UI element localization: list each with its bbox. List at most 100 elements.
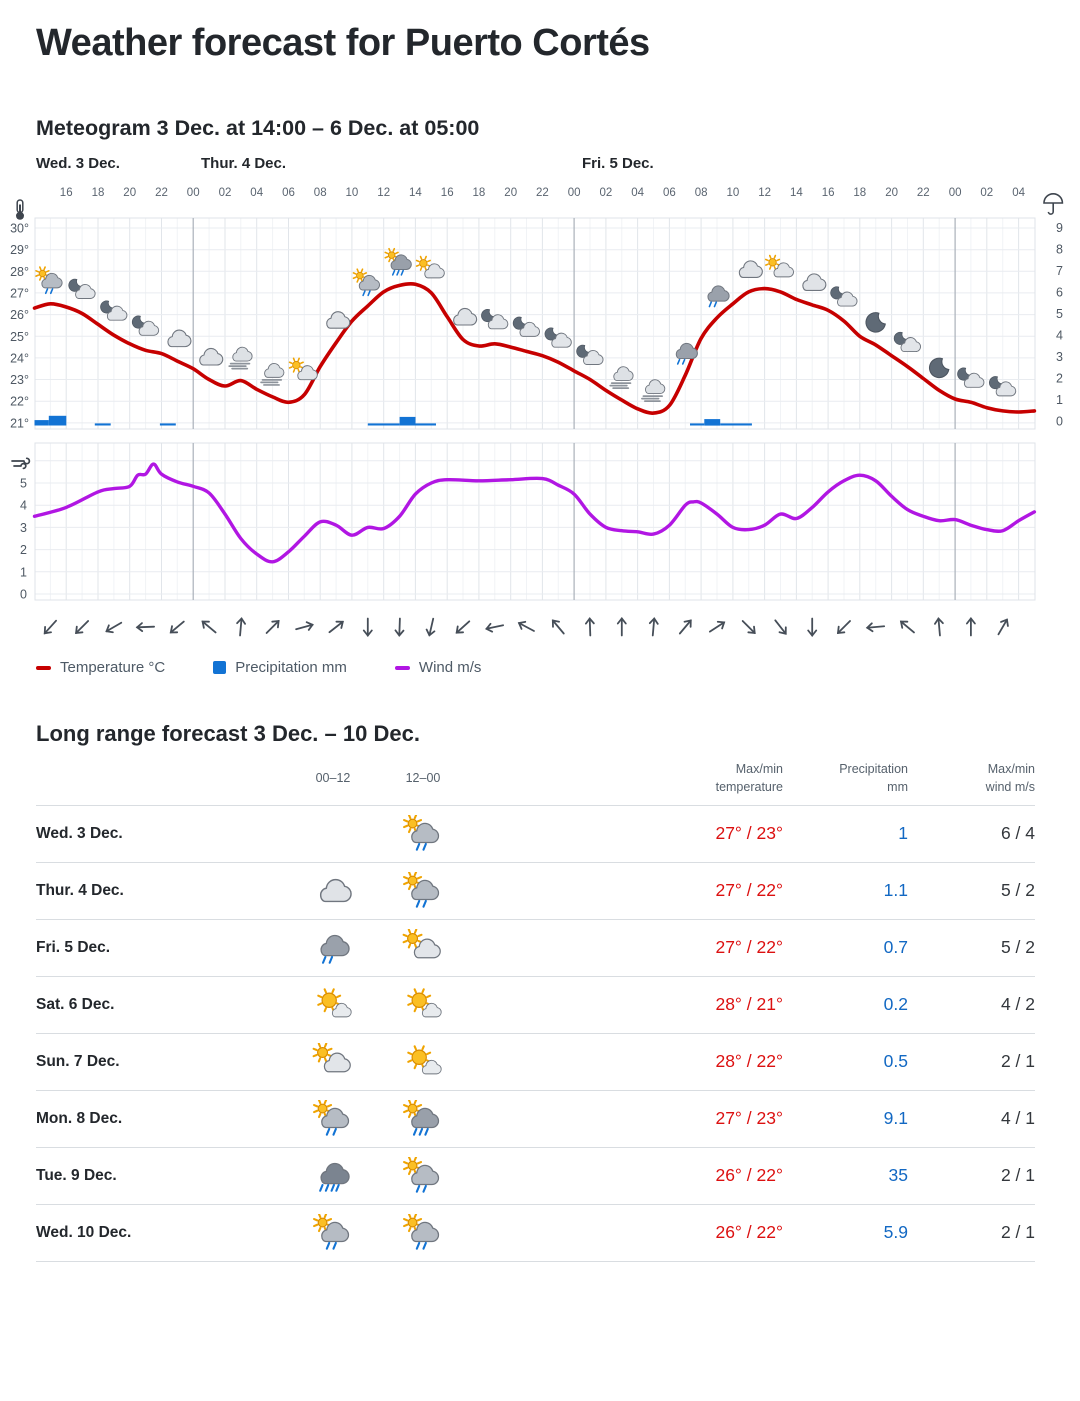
weather-icon-day_partly xyxy=(288,1042,378,1081)
weather-icon-showers_day xyxy=(378,1213,468,1252)
weather-icon-day_partly xyxy=(288,357,318,380)
wind-arrow xyxy=(616,616,627,637)
temperature-swatch xyxy=(36,665,51,670)
hour-tick: 18 xyxy=(92,187,105,199)
row-maxmin-temperature: 28° / 21° xyxy=(715,994,783,1015)
weather-icon-cloudy xyxy=(199,347,224,366)
hour-tick: 14 xyxy=(790,187,803,199)
wind-arrow xyxy=(678,619,692,635)
day-label: Wed. 3 Dec. xyxy=(36,155,120,172)
longrange-title: Long range forecast 3 Dec. – 10 Dec. xyxy=(36,720,420,746)
wind-arrow xyxy=(648,616,659,637)
wind-arrow xyxy=(169,620,185,634)
hour-tick: 08 xyxy=(695,187,708,199)
wind-axis-label: 0 xyxy=(20,587,27,601)
weather-icon-cloudy xyxy=(802,273,827,291)
wind-axis-label: 2 xyxy=(20,543,27,557)
weather-icon-fog xyxy=(641,378,666,402)
legend-wind: Wind m/s xyxy=(394,659,482,677)
weather-icon-fair_day xyxy=(288,986,378,1024)
temp-axis-label: 26° xyxy=(10,308,29,322)
wind-curve xyxy=(32,462,1037,564)
row-maxmin-wind: 4 / 2 xyxy=(1000,994,1035,1015)
meteogram-title: Meteogram 3 Dec. at 14:00 – 6 Dec. at 05… xyxy=(36,115,480,140)
wind-direction-arrows xyxy=(43,616,1009,637)
wind-arrow xyxy=(899,620,915,634)
weather-icon-showers_day_dark xyxy=(384,247,412,276)
wind-arrow xyxy=(517,620,535,632)
wind-swatch xyxy=(394,665,410,670)
precip-axis-label: 3 xyxy=(1056,350,1063,364)
wind-arrow xyxy=(865,622,886,632)
precipitation-swatch xyxy=(213,661,227,675)
row-maxmin-wind: 2 / 1 xyxy=(1000,1051,1035,1072)
forecast-row: Sat. 6 Dec. 28° / 21° 0.2 4 / 2 xyxy=(36,977,1035,1034)
hour-tick: 04 xyxy=(1012,187,1025,199)
weather-icon-fair_day xyxy=(378,1043,468,1081)
weather-icon-moon xyxy=(929,357,950,378)
temp-axis-label: 23° xyxy=(10,373,29,387)
legend-temperature: Temperature °C xyxy=(36,659,165,676)
row-precipitation: 9.1 xyxy=(883,1108,908,1129)
weather-icon-showers_day xyxy=(378,814,468,853)
hour-tick: 00 xyxy=(568,187,581,199)
row-maxmin-temperature: 27° / 23° xyxy=(715,1108,783,1129)
temp-axis-label: 22° xyxy=(10,394,29,408)
wind-arrow xyxy=(708,620,726,633)
row-maxmin-wind: 2 / 1 xyxy=(1000,1165,1035,1186)
row-day-label: Sun. 7 Dec. xyxy=(36,1052,120,1070)
row-precipitation: 0.2 xyxy=(883,994,908,1015)
hour-tick: 02 xyxy=(219,187,232,199)
legend-precipitation: Precipitation mm xyxy=(213,659,347,676)
precip-axis-label: 9 xyxy=(1056,221,1063,235)
weather-icon-rain xyxy=(707,285,730,308)
row-day-label: Wed. 3 Dec. xyxy=(36,824,123,842)
weather-icon-night_partly xyxy=(481,308,509,329)
wind-arrow xyxy=(774,619,787,635)
wind-arrow xyxy=(485,622,505,633)
wind-grid xyxy=(34,442,1036,601)
wind-arrow xyxy=(394,617,405,637)
temp-grid xyxy=(34,217,1036,430)
row-day-label: Tue. 9 Dec. xyxy=(36,1166,117,1184)
hour-tick: 18 xyxy=(853,187,866,199)
weather-icon-rain_heavy xyxy=(288,1157,378,1195)
forecast-row: Tue. 9 Dec. 26° / 22° 35 2 / 1 xyxy=(36,1148,1035,1205)
hour-tick: 14 xyxy=(409,187,422,199)
row-day-label: Thur. 4 Dec. xyxy=(36,881,124,899)
wind-arrow xyxy=(265,619,280,634)
weather-icon-fog xyxy=(609,365,634,389)
hour-tick: 20 xyxy=(504,187,517,199)
hour-tick: 04 xyxy=(250,187,263,199)
weather-icon-night_partly xyxy=(512,316,541,337)
col-header-00-12: 00–12 xyxy=(315,770,351,785)
wind-arrow xyxy=(551,619,565,635)
row-maxmin-wind: 2 / 1 xyxy=(1000,1222,1035,1243)
forecast-row: Wed. 3 Dec. 27° / 23° 1 6 / 4 xyxy=(36,806,1035,863)
row-precipitation: 1 xyxy=(898,823,908,844)
wind-arrow xyxy=(75,619,90,634)
temp-axis-label: 29° xyxy=(10,243,29,257)
col-header-12-00: 12–00 xyxy=(405,770,441,785)
weather-icon-cloudy xyxy=(453,307,478,326)
page-title: Weather forecast for Puerto Cortés xyxy=(36,22,650,64)
precip-axis-label: 5 xyxy=(1056,307,1063,321)
row-precipitation: 5.9 xyxy=(883,1222,908,1243)
weather-icon-night_partly xyxy=(957,367,985,388)
hour-tick: 12 xyxy=(758,187,771,199)
hour-tick: 10 xyxy=(727,187,740,199)
col-header-precipitation: Precipitation mm xyxy=(839,761,908,794)
wind-arrow xyxy=(43,619,57,635)
weather-icon-showers_day xyxy=(35,265,63,294)
row-maxmin-temperature: 27° / 22° xyxy=(715,880,783,901)
row-precipitation: 0.5 xyxy=(883,1051,908,1072)
wind-arrow xyxy=(584,616,595,637)
wind-arrow xyxy=(741,619,756,634)
precip-axis-label: 8 xyxy=(1056,242,1063,256)
temp-axis-label: 21° xyxy=(10,416,29,430)
row-maxmin-wind: 5 / 2 xyxy=(1000,937,1035,958)
legend-wind-label: Wind m/s xyxy=(418,659,482,677)
row-maxmin-wind: 6 / 4 xyxy=(1000,823,1035,844)
wind-arrow xyxy=(362,617,373,637)
row-precipitation: 35 xyxy=(888,1165,908,1186)
